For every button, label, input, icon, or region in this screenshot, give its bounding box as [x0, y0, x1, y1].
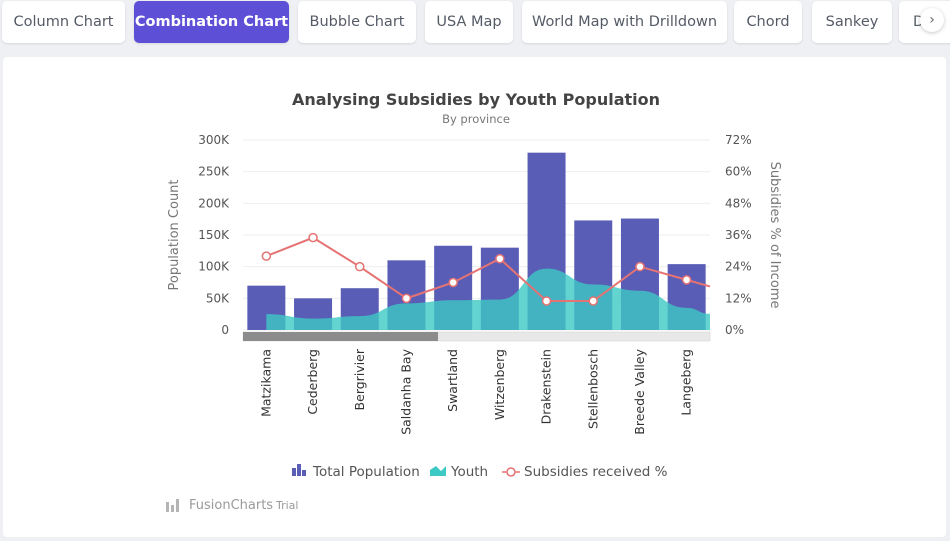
subsidies-point[interactable]: [261, 251, 272, 261]
chart-legend: Total Population Youth Subsidies received …: [292, 464, 668, 480]
tab-sankey[interactable]: Sankey: [812, 1, 892, 43]
y2-tick-label: 0%: [725, 323, 744, 337]
scroll-thumb[interactable]: [243, 332, 438, 341]
subsidies-point[interactable]: [308, 232, 318, 243]
y2-tick-label: 24%: [725, 260, 752, 274]
subsidies-point[interactable]: [401, 293, 412, 304]
tab-combination-chart[interactable]: Combination Chart: [134, 1, 289, 43]
y-tick-label: 100K: [198, 260, 230, 274]
x-category-label: Swartland: [445, 349, 460, 412]
area-icon: [430, 466, 446, 476]
subsidies-point[interactable]: [588, 296, 598, 306]
combination-chart: Analysing Subsidies by Youth Population …: [166, 90, 782, 513]
y2-tick-label: 12%: [725, 291, 752, 305]
subsidies-point[interactable]: [355, 261, 365, 272]
subsidies-point[interactable]: [635, 261, 645, 272]
y2-tick-label: 72%: [725, 133, 752, 147]
area-series: [266, 268, 710, 330]
tab-chord[interactable]: Chord: [734, 1, 802, 43]
y2-tick-label: 48%: [725, 196, 752, 210]
y2-axis-ticks: 0% 12% 24% 36% 48% 60% 72%: [725, 133, 752, 337]
legend-item-total-population[interactable]: Total Population: [292, 464, 420, 480]
y2-axis-title: Subsidies % of Income: [767, 162, 782, 309]
legend-label: Subsidies received %: [524, 464, 668, 480]
subsidies-point[interactable]: [495, 254, 505, 264]
youth-area[interactable]: [266, 268, 710, 330]
fusioncharts-logo-icon: [166, 499, 179, 512]
x-category-label: Breede Valley: [632, 348, 647, 434]
subsidies-point[interactable]: [541, 296, 552, 306]
line-icon: [502, 467, 520, 477]
tab-column-chart[interactable]: Column Chart: [2, 1, 125, 43]
x-category-label: Langeberg: [679, 349, 694, 416]
line-series: [261, 232, 711, 306]
legend-item-subsidies[interactable]: Subsidies received %: [502, 464, 668, 480]
x-category-label: Matzikama: [258, 349, 273, 417]
watermark: FusionCharts Trial: [166, 498, 298, 513]
chevron-right-icon[interactable]: ›: [920, 8, 944, 32]
y-axis-ticks: 0 50K 100K 150K 200K 250K 300K: [198, 133, 230, 337]
legend-label: Total Population: [312, 464, 420, 480]
y-tick-label: 200K: [198, 196, 230, 210]
tab-usa-map[interactable]: USA Map: [425, 1, 513, 43]
chart-scrollbar: [242, 331, 711, 342]
watermark-suffix: Trial: [275, 499, 298, 512]
watermark-brand: FusionCharts: [189, 498, 273, 513]
legend-label: Youth: [450, 464, 488, 480]
chart-subtitle: By province: [442, 112, 510, 126]
legend-item-youth[interactable]: Youth: [430, 464, 488, 480]
y-tick-label: 150K: [198, 228, 230, 242]
column-icon: [292, 464, 306, 476]
x-category-label: Saldanha Bay: [398, 348, 413, 434]
subsidies-point[interactable]: [681, 275, 692, 285]
x-category-label: Cederberg: [305, 349, 320, 415]
x-category-label: Bergrivier: [352, 348, 367, 410]
y-tick-label: 300K: [198, 133, 230, 147]
x-category-label: Witzenberg: [492, 349, 507, 420]
y-tick-label: 50K: [206, 291, 230, 305]
chart-card: Analysing Subsidies by Youth Population …: [3, 57, 946, 537]
y2-tick-label: 60%: [725, 165, 752, 179]
tab-world-map-drilldown[interactable]: World Map with Drilldown: [522, 1, 727, 43]
tab-bubble-chart[interactable]: Bubble Chart: [298, 1, 416, 43]
x-category-label: Drakenstein: [539, 349, 554, 424]
subsidies-point[interactable]: [448, 277, 458, 288]
x-axis-labels: Matzikama Cederberg Bergrivier Saldanha Bay…: [258, 348, 693, 435]
y-tick-label: 0: [221, 323, 229, 337]
chart-type-tabs: Column Chart Combination Chart Bubble Ch…: [0, 0, 950, 50]
y2-tick-label: 36%: [725, 228, 752, 242]
x-category-label: Stellenbosch: [585, 349, 600, 429]
y-tick-label: 250K: [198, 165, 230, 179]
chart-title: Analysing Subsidies by Youth Population: [292, 90, 660, 109]
y-axis-title: Population Count: [167, 179, 182, 290]
